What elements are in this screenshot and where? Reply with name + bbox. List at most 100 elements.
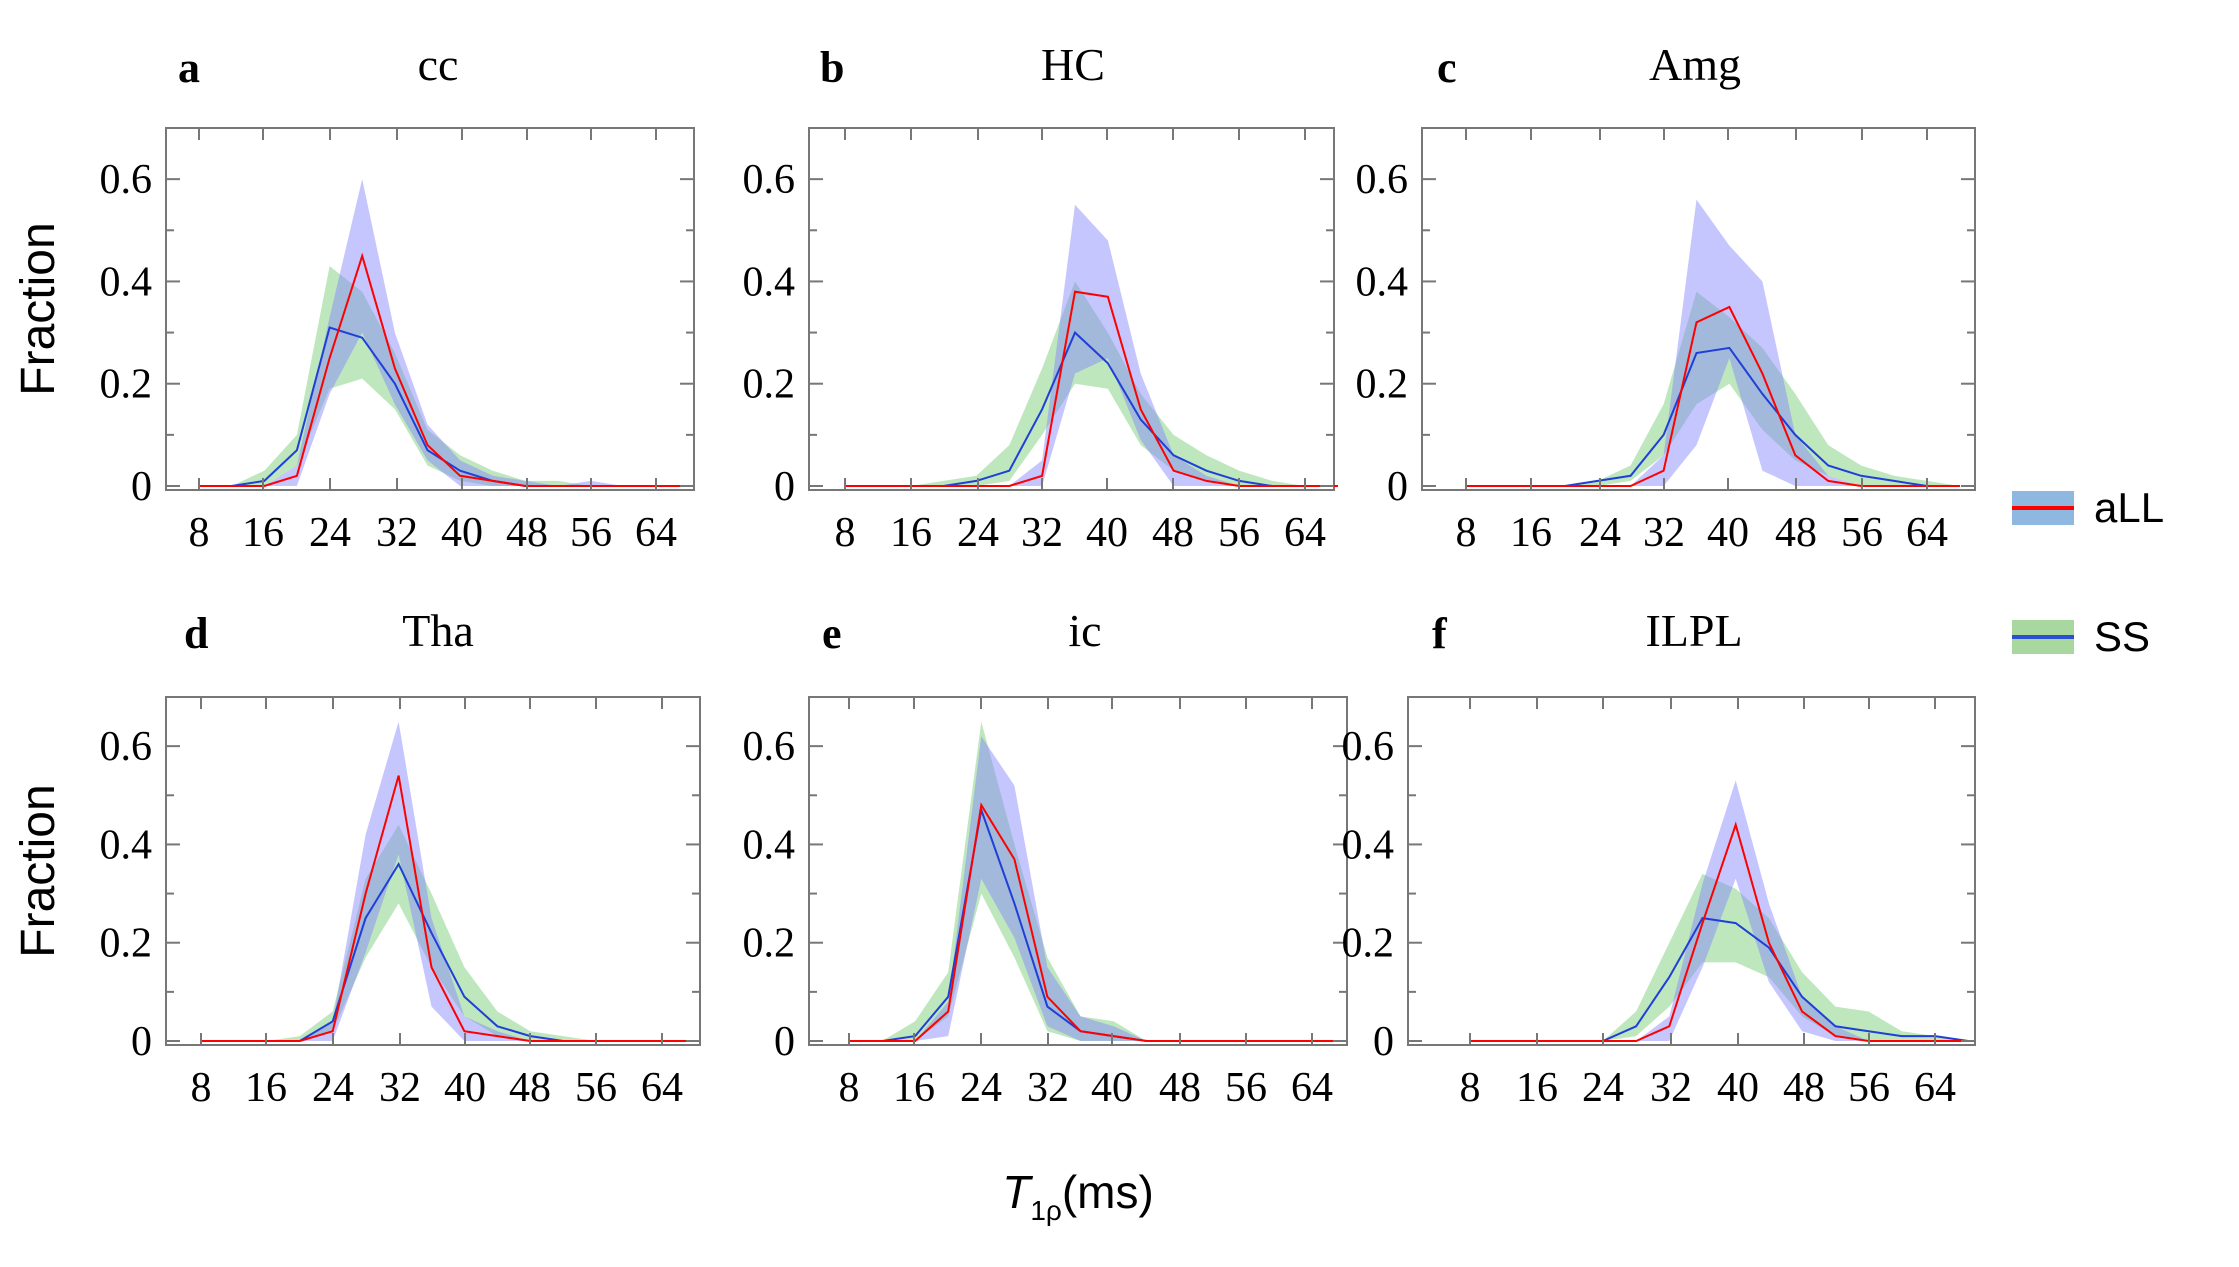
x-tick-label: 40 bbox=[444, 1065, 486, 1111]
panel-letter: d bbox=[184, 609, 208, 658]
y-tick-label: 0.6 bbox=[1356, 157, 1409, 203]
series-line-aLL bbox=[1470, 821, 1969, 1042]
x-tick-label: 64 bbox=[635, 510, 677, 556]
plot-frame bbox=[808, 127, 1335, 491]
x-tick-label: 8 bbox=[839, 1065, 860, 1111]
y-tick-label: 0.6 bbox=[743, 724, 796, 770]
y-tick-label: 0 bbox=[1387, 464, 1408, 510]
y-tick-label: 0 bbox=[774, 1019, 795, 1065]
y-tick-label: 0.4 bbox=[743, 259, 796, 305]
y-tick-label: 0 bbox=[131, 1019, 152, 1065]
x-tick-label: 64 bbox=[1291, 1065, 1333, 1111]
x-tick-label: 8 bbox=[1460, 1065, 1481, 1111]
y-tick-label: 0.2 bbox=[100, 921, 153, 967]
x-tick-label: 48 bbox=[1152, 510, 1194, 556]
series-line-SS bbox=[849, 806, 1346, 1042]
panel-title: Amg bbox=[1649, 39, 1741, 90]
y-tick-label: 0.4 bbox=[100, 259, 153, 305]
legend-item-aLL: aLL bbox=[2012, 484, 2164, 531]
y-tick-label: 0.2 bbox=[100, 362, 153, 408]
x-tick-label: 56 bbox=[1848, 1065, 1890, 1111]
x-tick-label: 64 bbox=[1906, 510, 1948, 556]
panel-letter: e bbox=[822, 609, 842, 658]
band-SS bbox=[1470, 873, 1969, 1041]
chart-panel-b: 0 0.2 0.4 0.6 8 16 24 32 40 48 56 64 b HC bbox=[743, 39, 1338, 556]
y-tick-label: 0.4 bbox=[1356, 259, 1409, 305]
band-aLL bbox=[201, 721, 695, 1041]
legend-label-aLL: aLL bbox=[2094, 484, 2164, 531]
band-aLL bbox=[199, 179, 689, 486]
x-axis-label: T1ρ(ms) bbox=[1002, 1166, 1154, 1226]
x-tick-label: 16 bbox=[1510, 510, 1552, 556]
x-tick-label: 32 bbox=[1643, 510, 1685, 556]
y-tick-label: 0 bbox=[131, 464, 152, 510]
panel-title: ILPL bbox=[1645, 605, 1742, 656]
x-tick-label: 40 bbox=[1717, 1065, 1759, 1111]
x-tick-label: 24 bbox=[957, 510, 999, 556]
x-tick-label: 40 bbox=[1086, 510, 1128, 556]
y-tick-label: 0.2 bbox=[1356, 362, 1409, 408]
band-aLL bbox=[1466, 199, 1960, 486]
y-axis-label: Fraction bbox=[12, 222, 65, 395]
chart-panel-d: 0 0.2 0.4 0.6 8 16 24 32 40 48 56 64 d Tha Fraction bbox=[12, 605, 701, 1111]
x-tick-label: 24 bbox=[960, 1065, 1002, 1111]
panel-letter: f bbox=[1432, 609, 1448, 658]
x-tick-label: 24 bbox=[309, 510, 351, 556]
x-axis-label-sub: 1ρ bbox=[1030, 1195, 1062, 1226]
y-axis-label: Fraction bbox=[12, 784, 65, 957]
x-tick-label: 24 bbox=[1582, 1065, 1624, 1111]
band-aLL bbox=[849, 736, 1346, 1041]
x-tick-label: 32 bbox=[379, 1065, 421, 1111]
legend-label-SS: SS bbox=[2094, 613, 2150, 660]
x-tick-label: 32 bbox=[1027, 1065, 1069, 1111]
x-tick-label: 8 bbox=[1456, 510, 1477, 556]
x-tick-label: 16 bbox=[890, 510, 932, 556]
y-tick-label: 0.2 bbox=[1342, 921, 1395, 967]
panel-letter: a bbox=[178, 43, 200, 92]
x-tick-label: 16 bbox=[245, 1065, 287, 1111]
x-tick-label: 40 bbox=[1707, 510, 1749, 556]
band-SS bbox=[849, 721, 1346, 1041]
y-tick-label: 0 bbox=[774, 464, 795, 510]
x-tick-label: 16 bbox=[893, 1065, 935, 1111]
x-tick-label: 24 bbox=[312, 1065, 354, 1111]
x-tick-label: 32 bbox=[376, 510, 418, 556]
panel-letter: c bbox=[1437, 43, 1457, 92]
x-tick-label: 8 bbox=[191, 1065, 212, 1111]
x-tick-label: 48 bbox=[1783, 1065, 1825, 1111]
x-tick-label: 32 bbox=[1650, 1065, 1692, 1111]
x-tick-label: 48 bbox=[1775, 510, 1817, 556]
series-line-aLL bbox=[845, 290, 1338, 487]
band-SS bbox=[845, 281, 1338, 486]
plot-frame bbox=[808, 696, 1348, 1046]
y-tick-label: 0.4 bbox=[100, 822, 153, 868]
y-tick-label: 0.6 bbox=[1342, 724, 1395, 770]
panel-title: cc bbox=[418, 39, 459, 90]
y-tick-label: 0.4 bbox=[743, 822, 796, 868]
x-tick-label: 24 bbox=[1579, 510, 1621, 556]
y-tick-label: 0.6 bbox=[743, 157, 796, 203]
x-tick-label: 16 bbox=[242, 510, 284, 556]
x-tick-label: 56 bbox=[570, 510, 612, 556]
band-SS bbox=[201, 824, 695, 1041]
chart-panel-e: 0 0.2 0.4 0.6 8 16 24 32 40 48 56 64 e ic bbox=[743, 605, 1348, 1111]
x-tick-label: 40 bbox=[441, 510, 483, 556]
band-SS bbox=[199, 266, 689, 486]
chart-panel-c: 0 0.2 0.4 0.6 8 16 24 32 40 48 56 64 c Amg bbox=[1356, 39, 1976, 556]
x-axis-label-unit: (ms) bbox=[1062, 1166, 1154, 1218]
x-tick-label: 56 bbox=[575, 1065, 617, 1111]
series-line-aLL bbox=[199, 252, 689, 487]
x-tick-label: 64 bbox=[1914, 1065, 1956, 1111]
band-SS bbox=[1466, 291, 1960, 486]
plot-frame bbox=[165, 696, 701, 1046]
panel-title: Tha bbox=[402, 605, 474, 656]
x-tick-label: 16 bbox=[1516, 1065, 1558, 1111]
legend-item-SS: SS bbox=[2012, 613, 2150, 660]
y-tick-label: 0.6 bbox=[100, 724, 153, 770]
y-tick-label: 0 bbox=[1373, 1019, 1394, 1065]
x-tick-label: 32 bbox=[1021, 510, 1063, 556]
panel-title: ic bbox=[1068, 605, 1101, 656]
y-tick-label: 0.4 bbox=[1342, 822, 1395, 868]
x-tick-label: 56 bbox=[1218, 510, 1260, 556]
